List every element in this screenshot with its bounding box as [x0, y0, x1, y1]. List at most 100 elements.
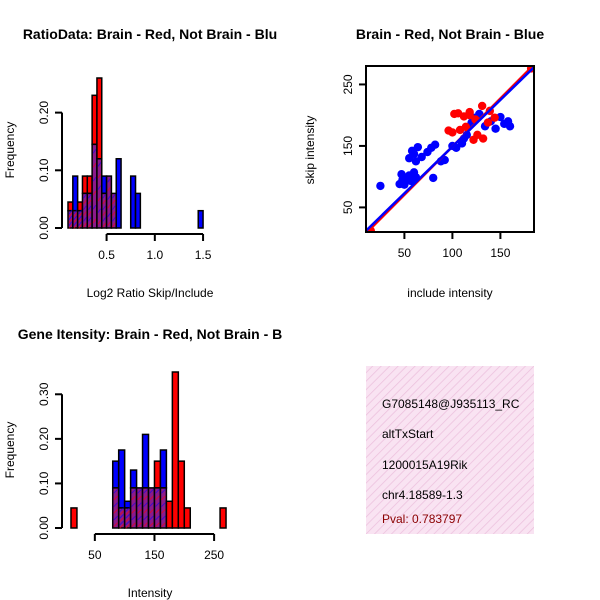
scatter-point-brain: [483, 118, 493, 127]
intensity-histogram-panel: Gene Itensity: Brain - Red, Not Brain - …: [3, 326, 282, 600]
intensity-overlap-hatch: [143, 515, 148, 521]
intensity-overlap-hatch: [161, 495, 166, 501]
intensity-overlap-hatch: [125, 524, 130, 529]
ratio-histogram-title: RatioData: Brain - Red, Not Brain - Blu: [23, 26, 277, 42]
intensity-overlap-hatch: [155, 495, 160, 501]
intensity-overlap-hatch: [131, 502, 136, 507]
scatter-y-tick-label: 50: [341, 200, 355, 214]
intensity-overlap-hatch: [137, 495, 142, 501]
ratio-overlap-hatch: [73, 215, 77, 221]
ratio-overlap-hatch: [97, 220, 102, 225]
ratio-x-tick-label: 1.0: [146, 248, 163, 262]
scatter-axes: 50 150 250 50 100 150: [341, 65, 535, 260]
intensity-bar-not-brain: [111, 460, 120, 489]
ratio-overlap-hatch: [87, 205, 92, 211]
intensity-overlap-hatch: [119, 514, 124, 519]
ratio-overlap-hatch: [92, 218, 97, 224]
ratio-overlap-hatch: [83, 205, 87, 211]
info-pval: Pval: 0.783797: [382, 512, 462, 526]
intensity-bar-not-brain: [159, 449, 168, 489]
intensity-overlap-hatch: [125, 514, 130, 519]
intensity-overlap-hatch: [131, 522, 136, 527]
intensity-overlap-hatch: [113, 488, 118, 494]
intensity-bar-overlap: [129, 487, 138, 529]
intensity-x-tick-label: 50: [88, 548, 102, 562]
intensity-overlap-hatch: [131, 495, 136, 501]
intensity-overlap-hatch: [161, 515, 166, 521]
ratio-overlap-hatch: [68, 215, 73, 221]
ratio-overlap-hatch: [112, 222, 116, 228]
intensity-overlap-hatch: [125, 517, 130, 522]
intensity-overlap-hatch: [113, 515, 118, 521]
scatter-point-not-brain: [430, 140, 440, 149]
ratio-overlap-hatch: [107, 186, 111, 192]
ratio-overlap-hatch: [68, 224, 73, 229]
scatter-point-brain: [461, 122, 471, 132]
intensity-overlap-hatch: [131, 488, 136, 494]
intensity-overlap-hatch: [125, 510, 130, 516]
ratio-overlap-hatch: [87, 222, 92, 228]
intensity-overlap-hatch: [155, 488, 160, 494]
intensity-bar-brain: [219, 507, 227, 529]
ratio-overlap-hatch: [112, 205, 116, 211]
intensity-histogram-title: Gene Itensity: Brain - Red, Not Brain - …: [18, 326, 282, 342]
ratio-overlap-hatch: [78, 209, 82, 215]
scatter-point-not-brain: [413, 142, 423, 152]
scatter-point-brain: [478, 134, 488, 143]
ratio-overlap-hatch: [92, 204, 97, 210]
intensity-histogram-ylabel: Frequency: [3, 422, 17, 479]
scatter-fit-line-not-brain: [366, 66, 534, 232]
scatter-point-not-brain: [376, 181, 385, 191]
intensity-y-tick-label: 0.10: [37, 471, 51, 495]
intensity-bar-overlap: [159, 487, 168, 529]
intensity-y-tick-label: 0.00: [37, 516, 51, 540]
intensity-overlap-hatch: [131, 509, 136, 514]
ratio-overlap-hatch: [92, 176, 97, 182]
intensity-overlap-hatch: [119, 524, 124, 529]
intensity-overlap-hatch: [113, 502, 118, 507]
intensity-bar-brain: [153, 460, 162, 489]
info-gene-name: 1200015A19Rik: [382, 458, 468, 472]
ratio-overlap-hatch: [97, 162, 102, 167]
scatter-point-brain: [477, 101, 487, 111]
ratio-overlap-hatch: [107, 178, 111, 183]
scatter-title: Brain - Red, Not Brain - Blue: [356, 26, 544, 42]
intensity-overlap-hatch: [149, 502, 154, 507]
ratio-overlap-hatch: [97, 196, 102, 202]
intensity-histogram-axes: 0.00 0.10 0.20 0.30 50 150 250: [37, 382, 224, 562]
ratio-overlap-hatch: [102, 194, 106, 199]
ratio-overlap-hatch: [92, 190, 97, 196]
intensity-bar-not-brain: [117, 449, 126, 509]
ratio-overlap-hatch: [78, 212, 82, 218]
scatter-point-brain: [469, 135, 478, 144]
intensity-overlap-hatch: [155, 522, 160, 527]
ratio-overlap-hatch: [92, 149, 97, 154]
ratio-overlap-hatch: [73, 221, 77, 226]
intensity-overlap-hatch: [113, 522, 118, 527]
intensity-bar-brain: [177, 460, 186, 529]
intensity-overlap-hatch: [161, 488, 166, 494]
ratio-overlap-hatch: [112, 194, 116, 199]
intensity-bar-not-brain: [129, 469, 138, 489]
ratio-bar-not-brain: [134, 192, 142, 229]
ratio-overlap-hatch: [102, 205, 106, 211]
ratio-overlap-hatch: [83, 222, 87, 228]
intensity-overlap-hatch: [143, 522, 148, 527]
intensity-overlap-hatch: [161, 502, 166, 507]
intensity-overlap-hatch: [119, 517, 124, 522]
ratio-overlap-hatch: [78, 215, 82, 221]
ratio-overlap-hatch: [112, 217, 116, 222]
scatter-ylabel: skip intensity: [303, 116, 317, 185]
intensity-overlap-hatch: [143, 509, 148, 514]
intensity-bar-brain: [70, 507, 78, 529]
ratio-overlap-hatch: [73, 224, 77, 229]
ratio-overlap-hatch: [107, 212, 111, 218]
info-id: G7085148@J935113_RC: [382, 397, 520, 411]
intensity-overlap-hatch: [149, 495, 154, 501]
ratio-x-tick-label: 0.5: [98, 248, 115, 262]
ratio-histogram-axes: 0.00 0.10 0.20 0.5 1.0 1.5: [37, 101, 212, 262]
scatter-point-not-brain: [411, 157, 421, 166]
intensity-bar-not-brain: [123, 500, 132, 509]
ratio-overlap-hatch: [107, 221, 111, 226]
intensity-overlap-hatch: [149, 509, 154, 514]
